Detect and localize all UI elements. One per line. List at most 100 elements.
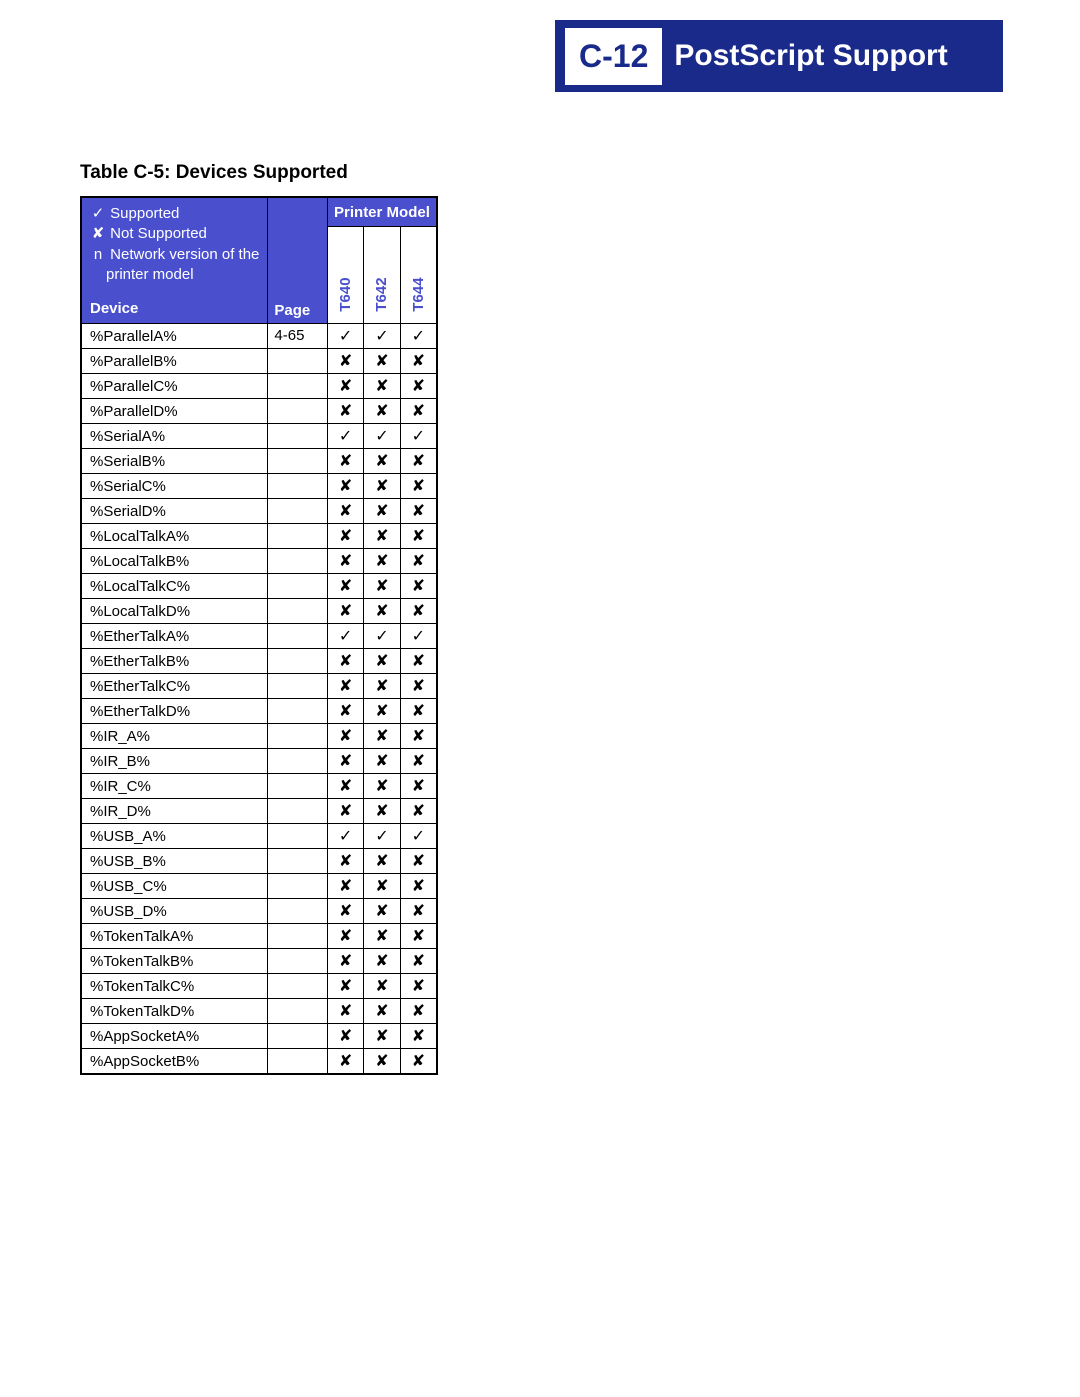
table-row: %TokenTalkB%✘✘✘ <box>81 949 437 974</box>
table-row: %USB_B%✘✘✘ <box>81 849 437 874</box>
device-cell: %TokenTalkC% <box>81 974 268 999</box>
cross-icon: ✘ <box>400 1024 437 1049</box>
page-cell <box>268 999 327 1024</box>
device-cell: %TokenTalkD% <box>81 999 268 1024</box>
table-row: %LocalTalkA%✘✘✘ <box>81 524 437 549</box>
devices-supported-table: ✓ Supported ✘ Not Supported n Network ve… <box>80 196 438 1075</box>
device-cell: %SerialB% <box>81 449 268 474</box>
device-cell: %AppSocketB% <box>81 1049 268 1075</box>
cross-icon: ✘ <box>400 799 437 824</box>
cross-icon: ✘ <box>327 674 363 699</box>
device-cell: %USB_A% <box>81 824 268 849</box>
cross-icon: ✘ <box>400 924 437 949</box>
cross-icon: ✘ <box>364 1024 400 1049</box>
check-icon: ✓ <box>400 424 437 449</box>
cross-icon: ✘ <box>400 874 437 899</box>
table-row: %IR_B%✘✘✘ <box>81 749 437 774</box>
cross-icon: ✘ <box>364 574 400 599</box>
device-cell: %TokenTalkB% <box>81 949 268 974</box>
device-cell: %ParallelC% <box>81 374 268 399</box>
table-row: %TokenTalkC%✘✘✘ <box>81 974 437 999</box>
table-caption: Table C-5: Devices Supported <box>80 162 1080 184</box>
cross-icon: ✘ <box>327 774 363 799</box>
cross-icon: ✘ <box>400 499 437 524</box>
cross-icon: ✘ <box>400 549 437 574</box>
cross-icon: ✘ <box>364 874 400 899</box>
network-icon: n <box>90 245 106 265</box>
page-cell <box>268 799 327 824</box>
cross-icon: ✘ <box>327 499 363 524</box>
cross-icon: ✘ <box>364 349 400 374</box>
page-header: C-12 PostScript Support <box>555 20 1003 92</box>
table-row: %SerialD%✘✘✘ <box>81 499 437 524</box>
device-cell: %LocalTalkC% <box>81 574 268 599</box>
check-icon: ✓ <box>327 624 363 649</box>
device-cell: %EtherTalkB% <box>81 649 268 674</box>
check-icon: ✓ <box>364 324 400 349</box>
cross-icon: ✘ <box>327 724 363 749</box>
cross-icon: ✘ <box>327 574 363 599</box>
cross-icon: ✘ <box>327 599 363 624</box>
cross-icon: ✘ <box>400 749 437 774</box>
device-cell: %LocalTalkB% <box>81 549 268 574</box>
page-cell <box>268 424 327 449</box>
cross-icon: ✘ <box>400 974 437 999</box>
cross-icon: ✘ <box>364 974 400 999</box>
cross-icon: ✘ <box>364 674 400 699</box>
table-row: %EtherTalkD%✘✘✘ <box>81 699 437 724</box>
table-row: %IR_A%✘✘✘ <box>81 724 437 749</box>
table-row: %ParallelC%✘✘✘ <box>81 374 437 399</box>
cross-icon: ✘ <box>327 399 363 424</box>
cross-icon: ✘ <box>327 799 363 824</box>
legend-network-2: printer model <box>90 265 259 285</box>
page-cell <box>268 774 327 799</box>
page-cell <box>268 749 327 774</box>
cross-icon: ✘ <box>400 699 437 724</box>
cross-icon: ✘ <box>400 674 437 699</box>
page-title: PostScript Support <box>674 39 947 73</box>
table-row: %SerialB%✘✘✘ <box>81 449 437 474</box>
page-cell <box>268 574 327 599</box>
cross-icon: ✘ <box>364 449 400 474</box>
cross-icon: ✘ <box>327 474 363 499</box>
page-cell <box>268 1049 327 1075</box>
page-cell <box>268 699 327 724</box>
cross-icon: ✘ <box>364 849 400 874</box>
cross-icon: ✘ <box>327 924 363 949</box>
cross-icon: ✘ <box>364 949 400 974</box>
table-row: %SerialA%✓✓✓ <box>81 424 437 449</box>
cross-icon: ✘ <box>327 549 363 574</box>
page-cell <box>268 549 327 574</box>
cross-icon: ✘ <box>327 699 363 724</box>
cross-icon: ✘ <box>364 399 400 424</box>
table-row: %EtherTalkB%✘✘✘ <box>81 649 437 674</box>
check-icon: ✓ <box>364 824 400 849</box>
cross-icon: ✘ <box>400 1049 437 1075</box>
cross-icon: ✘ <box>364 599 400 624</box>
page-cell <box>268 924 327 949</box>
page-cell <box>268 349 327 374</box>
table-row: %IR_D%✘✘✘ <box>81 799 437 824</box>
device-cell: %EtherTalkA% <box>81 624 268 649</box>
cross-icon: ✘ <box>364 1049 400 1075</box>
page-cell <box>268 474 327 499</box>
cross-icon: ✘ <box>327 1049 363 1075</box>
cross-icon: ✘ <box>364 924 400 949</box>
cross-icon: ✘ <box>327 874 363 899</box>
device-cell: %SerialD% <box>81 499 268 524</box>
check-icon: ✓ <box>90 204 106 224</box>
table-row: %SerialC%✘✘✘ <box>81 474 437 499</box>
device-cell: %SerialA% <box>81 424 268 449</box>
device-cell: %EtherTalkD% <box>81 699 268 724</box>
cross-icon: ✘ <box>327 974 363 999</box>
table-row: %AppSocketA%✘✘✘ <box>81 1024 437 1049</box>
table-row: %EtherTalkA%✓✓✓ <box>81 624 437 649</box>
table-row: %LocalTalkD%✘✘✘ <box>81 599 437 624</box>
page-cell <box>268 524 327 549</box>
model-header-t644: T644 <box>400 227 437 324</box>
cross-icon: ✘ <box>327 649 363 674</box>
page-cell <box>268 374 327 399</box>
legend-cell: ✓ Supported ✘ Not Supported n Network ve… <box>81 197 268 324</box>
cross-icon: ✘ <box>327 374 363 399</box>
page-cell <box>268 399 327 424</box>
